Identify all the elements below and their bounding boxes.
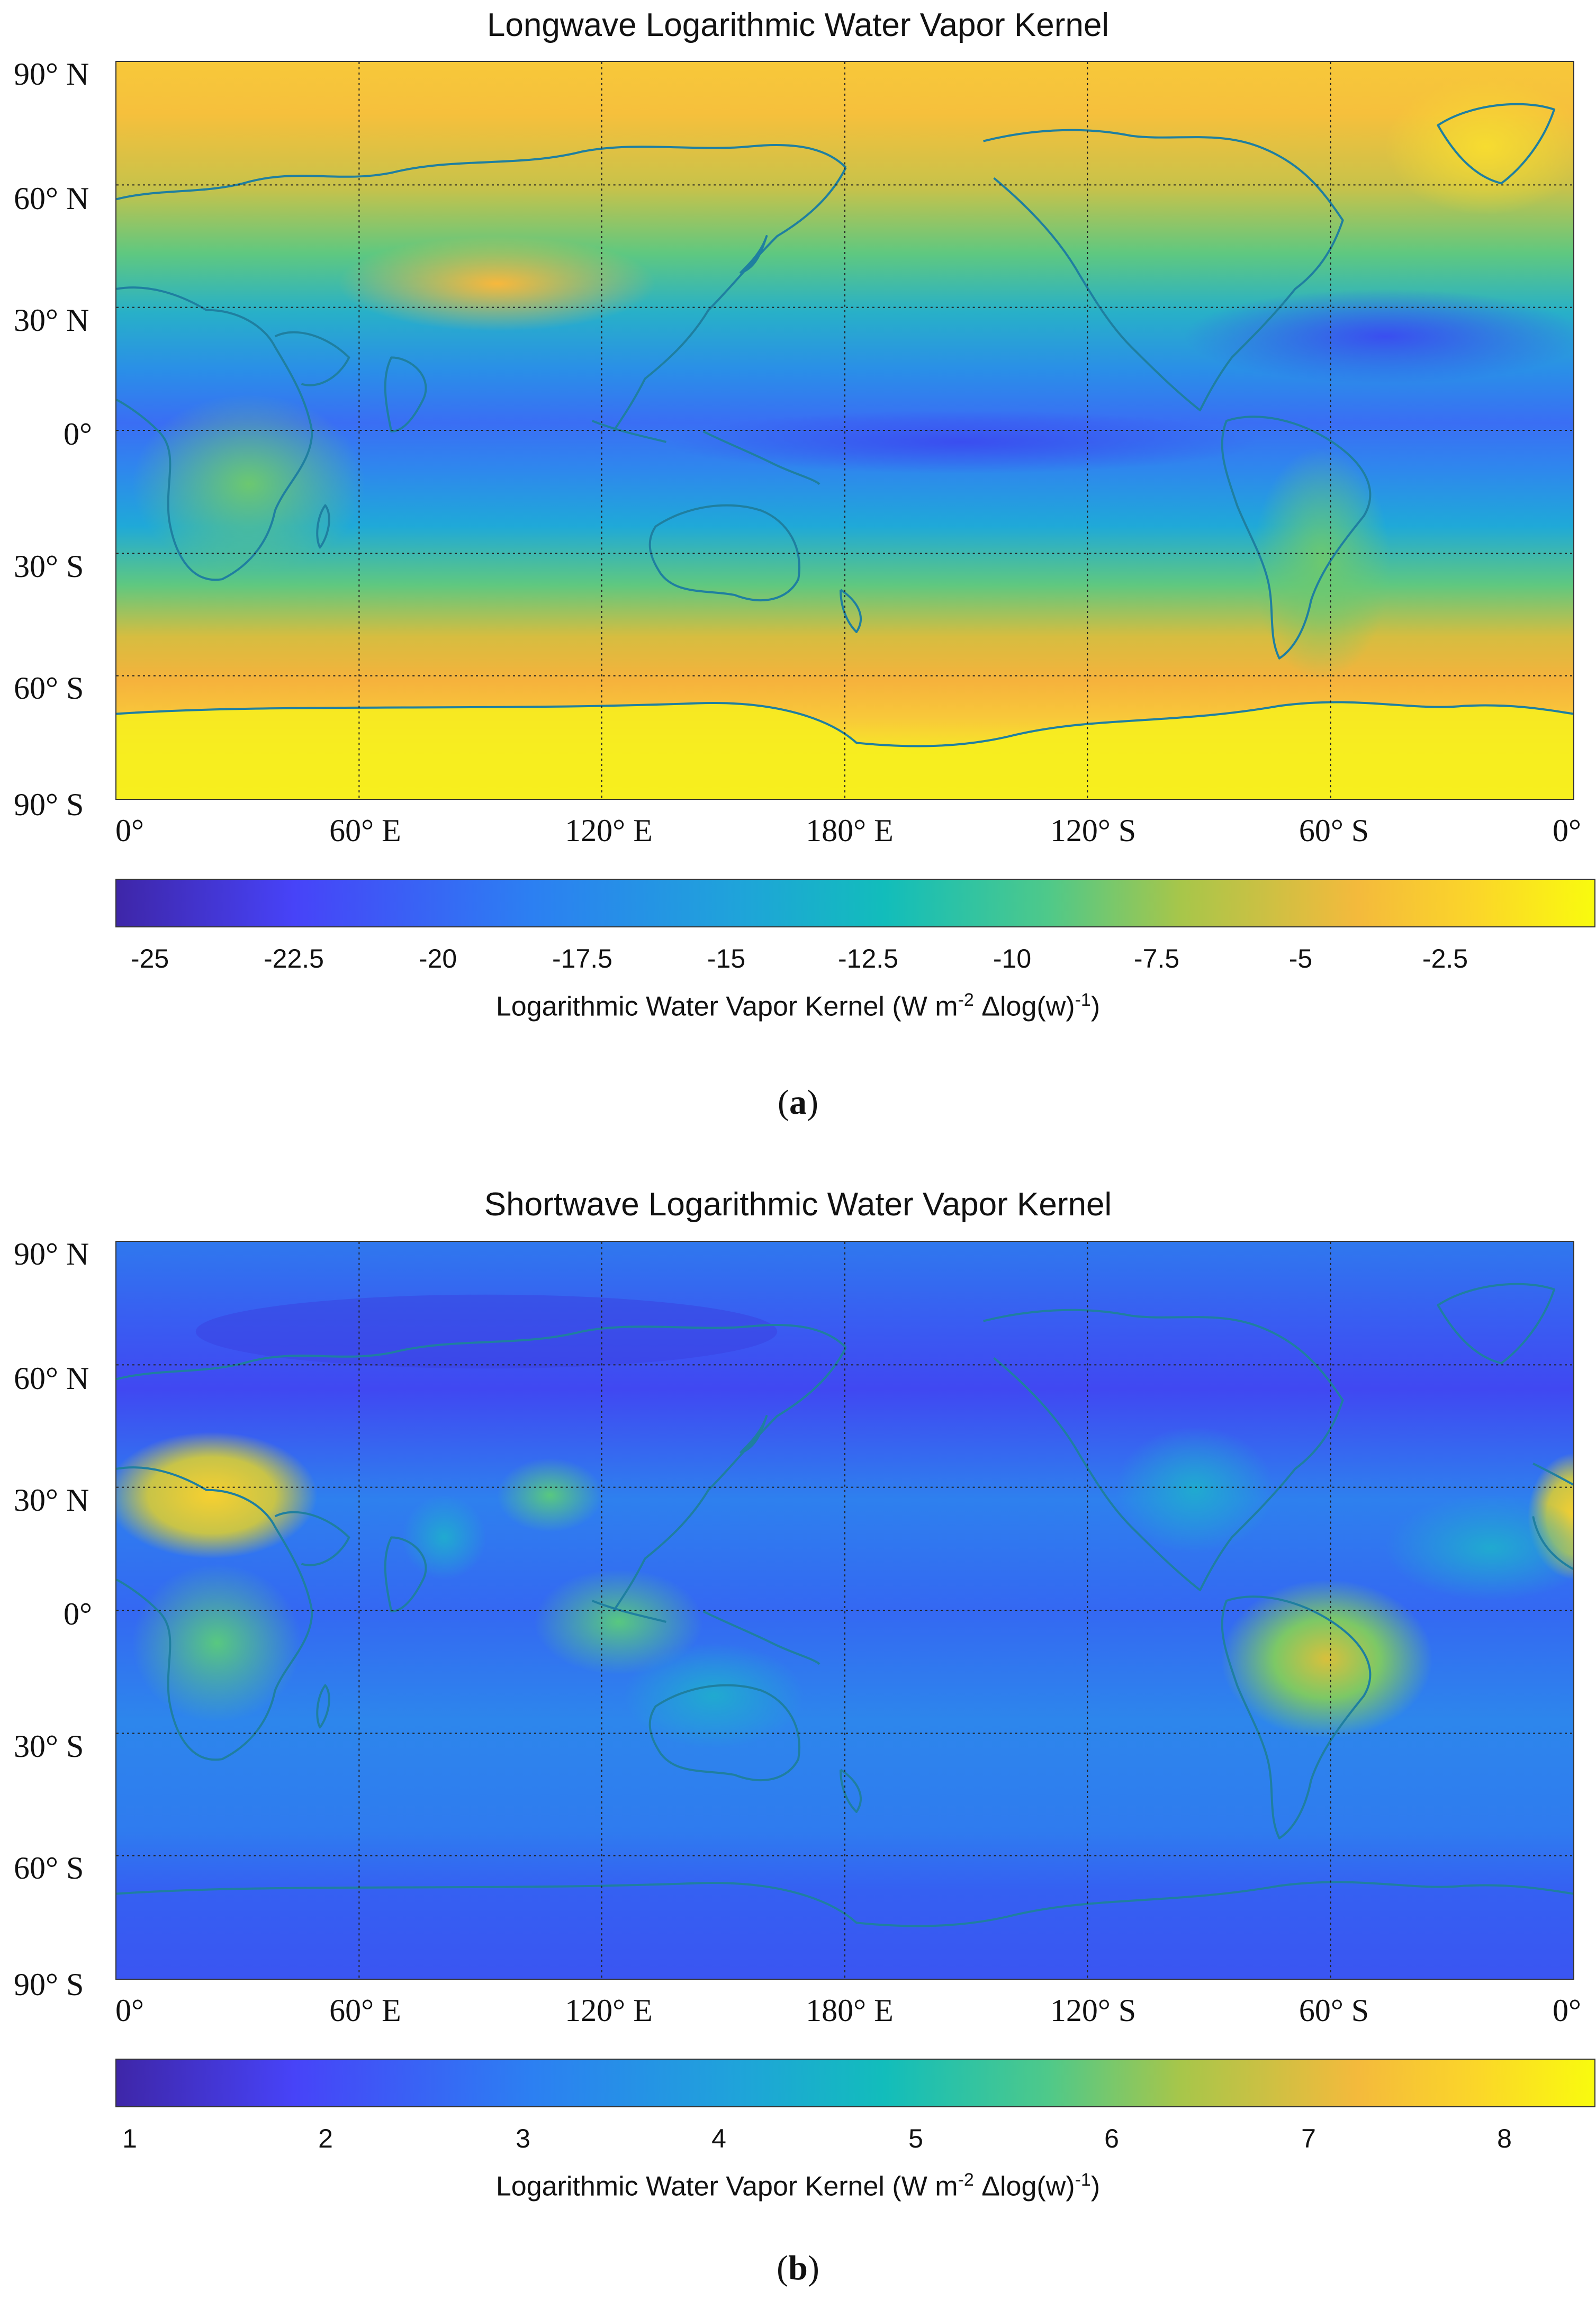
colorbar-tick: -17.5 [552, 944, 612, 973]
lon-label: 60° S [1299, 1993, 1369, 2028]
colorbar-tick: -22.5 [264, 944, 324, 973]
shortwave-map [116, 1242, 1573, 1979]
lon-label: 0° [115, 813, 144, 848]
colorbar-tick: -25 [130, 944, 169, 973]
lat-label: 30° N [14, 1483, 89, 1518]
colorbar-tick: 5 [908, 2124, 923, 2153]
map-title: Longwave Logarithmic Water Vapor Kernel [486, 7, 1110, 43]
map-area [115, 1241, 1574, 1980]
lon-label: 60° E [329, 1993, 401, 2028]
lat-label: 60° S [14, 671, 84, 706]
map-area [115, 61, 1574, 800]
subfigure-label: (b) [777, 2249, 819, 2287]
lon-label: 180° E [806, 1993, 894, 2028]
lat-label: 90° S [14, 1967, 84, 2002]
map-title: Shortwave Logarithmic Water Vapor Kernel [484, 1186, 1112, 1223]
colorbar-tick: 1 [122, 2124, 137, 2153]
colorbar-tick: -2.5 [1422, 944, 1468, 973]
colorbar-label: Logarithmic Water Vapor Kernel (W m-2 Δl… [495, 990, 1101, 1022]
lon-label: 60° E [329, 813, 401, 848]
colorbar-tick: -7.5 [1133, 944, 1180, 973]
lon-label: 120° S [1050, 813, 1137, 848]
subfigure-label: (a) [778, 1083, 818, 1122]
lon-label: 120° E [565, 813, 653, 848]
lat-label: 0° [64, 1597, 92, 1631]
longwave-map [116, 62, 1573, 799]
panel-longwave: Longwave Logarithmic Water Vapor Kernel [14, 7, 1595, 1122]
lat-label: 60° N [14, 1361, 89, 1396]
colorbar-tick: 6 [1104, 2124, 1119, 2153]
lat-label: 60° S [14, 1851, 84, 1886]
colorbar-tick: 7 [1301, 2124, 1316, 2153]
lon-label: 60° S [1299, 813, 1369, 848]
lat-label: 0° [64, 417, 92, 452]
colorbar-tick: 3 [516, 2124, 530, 2153]
colorbar-tick: 2 [318, 2124, 333, 2153]
colorbar-tick: 4 [711, 2124, 726, 2153]
colorbar-tick: 8 [1497, 2124, 1512, 2153]
lat-label: 90° N [14, 1237, 89, 1271]
lon-label: 120° E [565, 1993, 653, 2028]
lat-label: 30° S [14, 549, 84, 584]
lon-label: 180° E [806, 813, 894, 848]
colorbar-tick: -12.5 [838, 944, 898, 973]
colorbar [115, 879, 1595, 927]
lon-label: 0° [1553, 813, 1581, 848]
lat-label: 30° S [14, 1729, 84, 1764]
colorbar [115, 2059, 1595, 2107]
lat-label: 60° N [14, 181, 89, 216]
panel-shortwave: Shortwave Logarithmic Water Vapor Kernel [0, 1150, 1596, 2300]
lon-label: 120° S [1050, 1993, 1137, 2028]
colorbar-tick: -10 [993, 944, 1032, 973]
lat-label: 90° N [14, 57, 89, 92]
colorbar-tick: -20 [418, 944, 457, 973]
lon-label: 0° [115, 1993, 144, 2028]
lat-label: 30° N [14, 303, 89, 338]
colorbar-tick: -15 [707, 944, 746, 973]
colorbar-tick: -5 [1288, 944, 1313, 973]
colorbar-label: Logarithmic Water Vapor Kernel (W m-2 Δl… [495, 2170, 1101, 2202]
lat-label: 90° S [14, 787, 84, 822]
lon-label: 0° [1553, 1993, 1581, 2028]
